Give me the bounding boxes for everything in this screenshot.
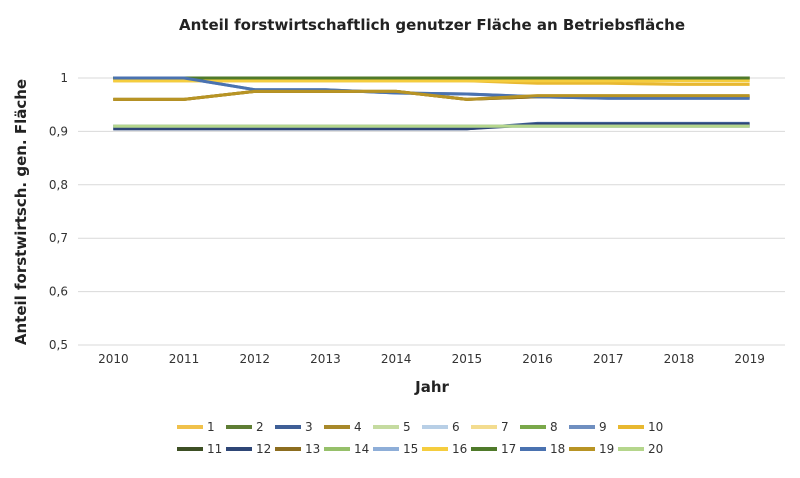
legend-item: 3 — [275, 420, 313, 434]
x-tick-label: 2017 — [593, 352, 624, 366]
series-line-12 — [113, 123, 750, 131]
x-tick-label: 2010 — [98, 352, 129, 366]
legend-item: 11 — [177, 442, 222, 456]
y-axis-title: Anteil forstwirtsch. gen. Fläche — [12, 79, 30, 345]
legend-item: 1 — [177, 420, 215, 434]
legend-label: 7 — [501, 420, 509, 434]
y-tick-label: 0,8 — [49, 178, 68, 192]
legend-label: 1 — [207, 420, 215, 434]
legend-label: 9 — [599, 420, 607, 434]
legend-item: 8 — [520, 420, 558, 434]
x-tick-label: 2016 — [522, 352, 553, 366]
chart-title: Anteil forstwirtschaftlich genutzer Fläc… — [179, 16, 685, 34]
y-tick-label: 0,9 — [49, 124, 68, 138]
legend-item: 7 — [471, 420, 509, 434]
legend-label: 16 — [452, 442, 467, 456]
legend-item: 13 — [275, 442, 320, 456]
x-axis-title: Jahr — [414, 378, 449, 396]
legend-label: 4 — [354, 420, 362, 434]
x-tick-label: 2013 — [310, 352, 341, 366]
legend-item: 12 — [226, 442, 271, 456]
series-line-18 — [113, 76, 750, 100]
y-tick-label: 0,5 — [49, 338, 68, 352]
legend-label: 15 — [403, 442, 418, 456]
x-tick-label: 2014 — [381, 352, 412, 366]
legend-label: 13 — [305, 442, 320, 456]
legend-label: 3 — [305, 420, 313, 434]
legend-item: 16 — [422, 442, 467, 456]
legend-label: 10 — [648, 420, 663, 434]
legend-item: 6 — [422, 420, 460, 434]
legend-item: 10 — [618, 420, 663, 434]
x-tick-labels: 2010 2011 2012 2013 2014 2015 2016 2017 2018 2019 — [98, 352, 765, 366]
x-tick-label: 2015 — [452, 352, 483, 366]
y-tick-label: 0,6 — [49, 285, 68, 299]
legend-item: 19 — [569, 442, 614, 456]
legend-label: 20 — [648, 442, 663, 456]
grid-lines — [78, 77, 785, 346]
legend-label: 12 — [256, 442, 271, 456]
series-lines — [113, 76, 750, 131]
y-tick-label: 0,7 — [49, 231, 68, 245]
legend-item: 18 — [520, 442, 565, 456]
legend-label: 19 — [599, 442, 614, 456]
legend-item: 2 — [226, 420, 264, 434]
legend-label: 2 — [256, 420, 264, 434]
legend-item: 4 — [324, 420, 362, 434]
legend-item: 9 — [569, 420, 607, 434]
x-tick-label: 2018 — [664, 352, 695, 366]
legend-label: 14 — [354, 442, 369, 456]
series-line-19 — [113, 89, 750, 101]
x-tick-label: 2011 — [169, 352, 200, 366]
legend-label: 5 — [403, 420, 411, 434]
legend-item: 5 — [373, 420, 411, 434]
legend-label: 6 — [452, 420, 460, 434]
legend-item: 20 — [618, 442, 663, 456]
y-tick-label: 1 — [60, 71, 68, 85]
x-tick-label: 2012 — [239, 352, 270, 366]
legend-label: 18 — [550, 442, 565, 456]
y-tick-labels: 0,5 0,6 0,7 0,8 0,9 1 — [49, 71, 68, 352]
legend-label: 8 — [550, 420, 558, 434]
legend-item: 17 — [471, 442, 516, 456]
legend-label: 17 — [501, 442, 516, 456]
legend-label: 11 — [207, 442, 222, 456]
x-tick-label: 2019 — [734, 352, 765, 366]
legend-item: 15 — [373, 442, 418, 456]
legend-item: 14 — [324, 442, 369, 456]
